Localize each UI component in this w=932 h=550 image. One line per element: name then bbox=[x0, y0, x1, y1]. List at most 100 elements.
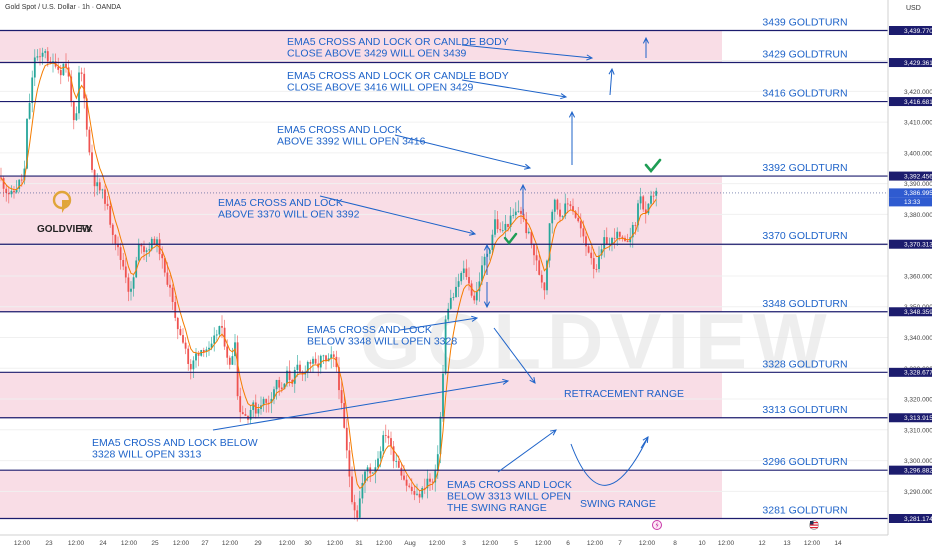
annotation-arrow bbox=[493, 327, 536, 384]
time-tick-label: 12:00 bbox=[429, 540, 446, 547]
candle-body bbox=[153, 238, 156, 245]
price-tick-label: 3,290.000 bbox=[904, 489, 932, 496]
candle-body bbox=[618, 231, 621, 237]
time-tick-label: 7 bbox=[618, 540, 622, 547]
annotation-arrow bbox=[399, 317, 478, 331]
candle-body bbox=[338, 367, 340, 391]
time-tick-label: 12:00 bbox=[173, 540, 190, 547]
candle-body bbox=[621, 236, 624, 238]
candle-body bbox=[512, 215, 515, 216]
price-tag-label: 3,370.313 bbox=[904, 242, 932, 249]
annotation-arrow bbox=[640, 436, 649, 449]
time-tick-label: 12:00 bbox=[68, 540, 85, 547]
candle-body bbox=[397, 461, 400, 468]
annotation-arrow bbox=[212, 380, 509, 431]
note-line: EMA5 CROSS AND LOCK bbox=[218, 197, 343, 209]
time-tick-label: 13 bbox=[783, 540, 791, 547]
arrow-head bbox=[586, 54, 594, 61]
candle-body bbox=[182, 335, 184, 343]
note-line: THE SWING RANGE bbox=[447, 502, 547, 514]
candle-body bbox=[169, 284, 171, 288]
candle-body bbox=[36, 56, 39, 58]
candle-body bbox=[408, 485, 411, 487]
candle-body bbox=[39, 56, 41, 58]
candle-body bbox=[72, 101, 75, 121]
price-tag-bg bbox=[889, 514, 932, 523]
price-tag-bg bbox=[889, 307, 932, 317]
annotation-arrow bbox=[497, 429, 557, 473]
candle-body bbox=[494, 219, 496, 235]
candle-body bbox=[504, 223, 507, 231]
time-tick-label: Aug bbox=[404, 540, 416, 547]
time-tick-label: 12:00 bbox=[14, 540, 31, 547]
candle-body bbox=[197, 353, 200, 356]
candle-body bbox=[265, 398, 268, 403]
candles-layer bbox=[0, 47, 658, 522]
candle-body bbox=[75, 113, 78, 121]
arrow-head bbox=[642, 36, 650, 44]
candle-body bbox=[429, 478, 431, 482]
time-tick-label: 14 bbox=[834, 540, 842, 547]
annotation-note-6: EMA5 CROSS AND LOCK BELOW 3313 WILL OPEN T… bbox=[447, 479, 572, 514]
candle-body bbox=[330, 354, 333, 359]
arrow-head bbox=[469, 229, 477, 236]
level-label-7: 3313 GOLDTURN bbox=[762, 404, 847, 416]
candle-body bbox=[195, 353, 197, 361]
candle-body bbox=[18, 179, 21, 189]
candle-body bbox=[270, 398, 273, 404]
candle-body bbox=[652, 195, 655, 197]
candle-body bbox=[452, 297, 455, 298]
note-line: ABOVE 3392 WILL OPEN 3416 bbox=[277, 136, 426, 148]
candle-body bbox=[462, 268, 465, 273]
note-line: EMA5 CROSS AND LOCK OR CANDLE BODY bbox=[287, 70, 509, 82]
candle-body bbox=[33, 57, 36, 78]
candle-body bbox=[179, 329, 182, 336]
candle-body bbox=[423, 487, 426, 489]
candle-body bbox=[88, 129, 91, 153]
level-label-1: 3429 GOLDTRUN bbox=[762, 49, 847, 61]
time-tick-label: 23 bbox=[45, 540, 53, 547]
candle-body bbox=[241, 412, 244, 415]
candle-body bbox=[395, 461, 398, 462]
candle-body bbox=[559, 209, 561, 217]
price-tick-label: 3,420.000 bbox=[904, 89, 932, 96]
price-tick-label: 3,410.000 bbox=[904, 120, 932, 127]
candle-body bbox=[249, 409, 252, 420]
arrow-head bbox=[560, 93, 568, 100]
candle-body bbox=[28, 103, 31, 119]
candle-body bbox=[595, 268, 598, 270]
candle-body bbox=[46, 51, 49, 62]
candle-body bbox=[361, 482, 364, 499]
annotation-arrow bbox=[319, 195, 476, 235]
candle-body bbox=[382, 435, 385, 452]
candle-body bbox=[111, 224, 114, 235]
annotation-note-4: EMA5 CROSS AND LOCK BELOW 3348 WILL OPEN … bbox=[307, 324, 457, 348]
candle-body bbox=[481, 265, 483, 282]
candle-body bbox=[228, 357, 231, 365]
gridlines-layer bbox=[0, 60, 888, 492]
candle-body bbox=[273, 389, 275, 399]
time-tick-label: 10 bbox=[698, 540, 706, 547]
annotation-arrow bbox=[461, 79, 567, 98]
candle-body bbox=[442, 373, 444, 417]
candle-body bbox=[650, 195, 652, 204]
candle-body bbox=[176, 317, 179, 330]
candle-body bbox=[434, 470, 437, 483]
candle-body bbox=[124, 266, 127, 278]
candle-body bbox=[41, 52, 44, 57]
candle-body bbox=[431, 481, 434, 483]
candle-body bbox=[600, 249, 603, 256]
candle-body bbox=[379, 451, 382, 459]
zone-band-4 bbox=[0, 470, 722, 519]
price-tick-label: 3,320.000 bbox=[904, 397, 932, 404]
candle-body bbox=[483, 256, 486, 266]
candle-body bbox=[488, 249, 491, 254]
price-tag-label: 3,313.915 bbox=[904, 415, 932, 422]
candle-body bbox=[410, 486, 413, 492]
candle-body bbox=[293, 369, 296, 384]
candle-body bbox=[187, 348, 190, 364]
chart-header-symbol: Gold Spot / U.S. Dollar · 1h · OANDA bbox=[5, 4, 121, 11]
price-tag-bg bbox=[889, 58, 932, 68]
currency-label: USD bbox=[906, 5, 921, 12]
